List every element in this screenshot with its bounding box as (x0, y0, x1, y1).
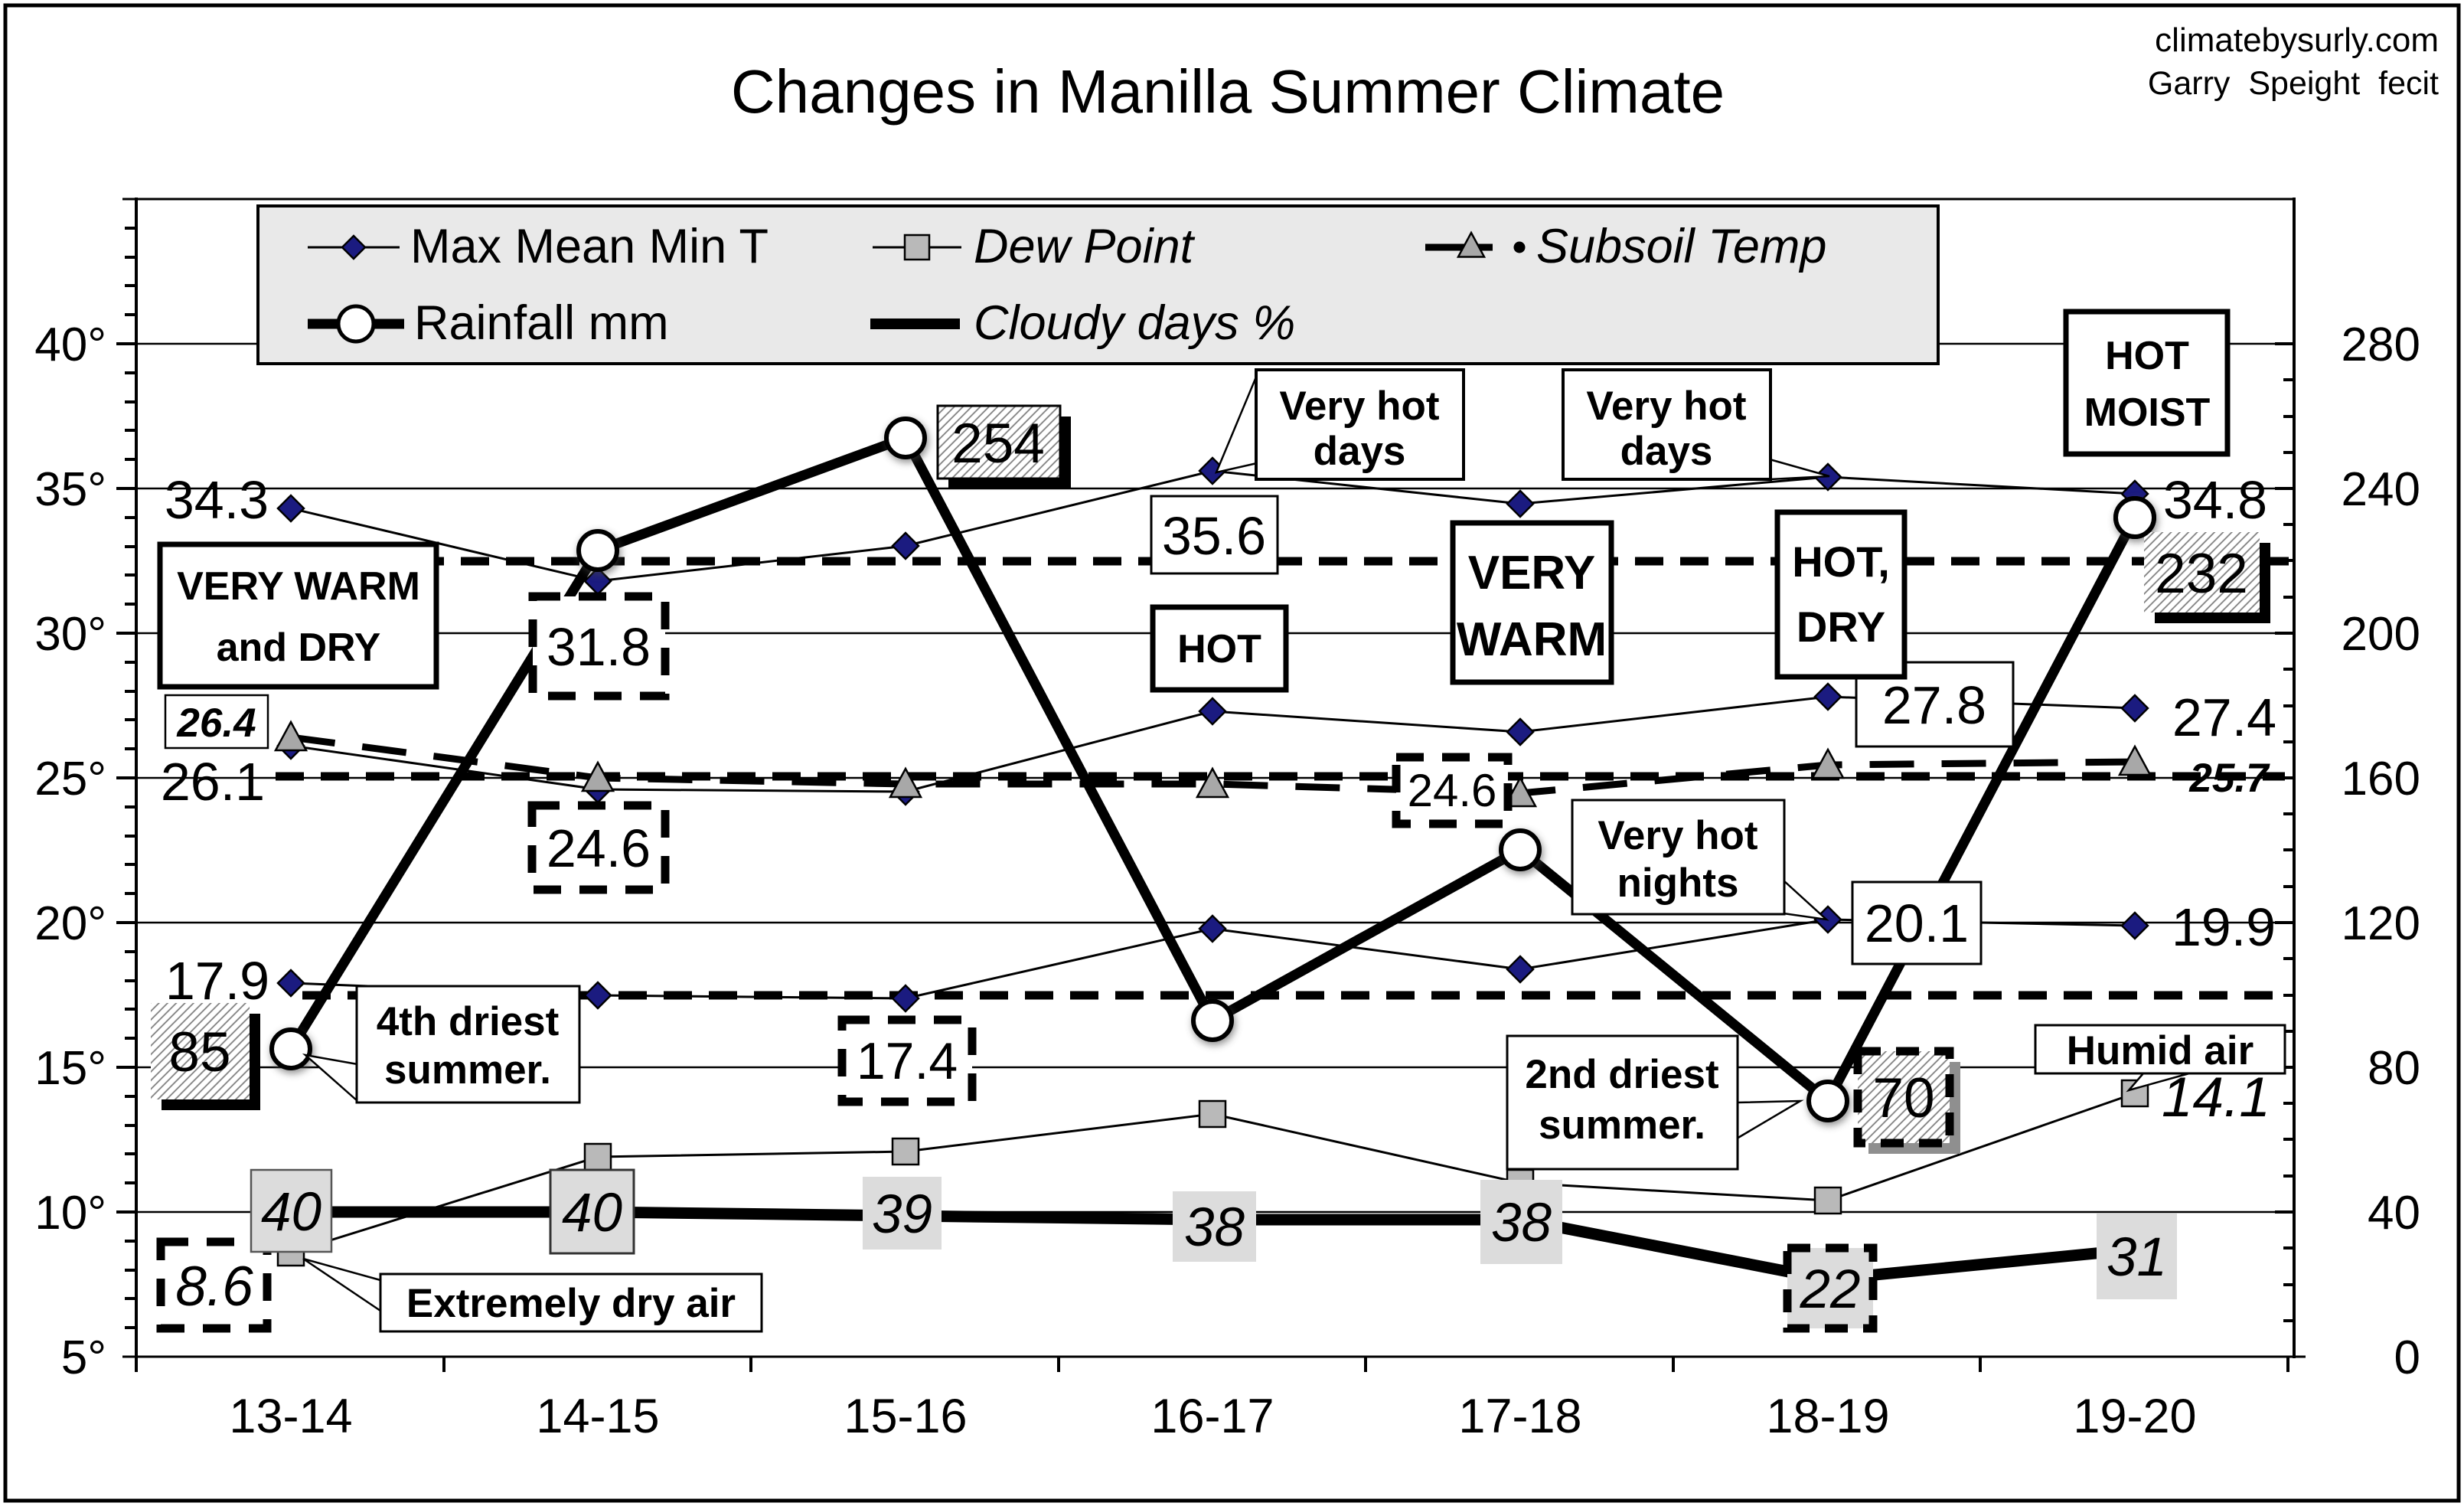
svg-text:40°: 40° (34, 319, 106, 371)
svg-text:70: 70 (1872, 1067, 1934, 1129)
svg-text:Subsoil Temp: Subsoil Temp (1536, 220, 1826, 273)
svg-text:Max Mean Min T: Max Mean Min T (410, 220, 769, 273)
svg-text:35.6: 35.6 (1162, 506, 1266, 566)
svg-text:days: days (1314, 429, 1406, 474)
svg-text:20.1: 20.1 (1865, 893, 1969, 953)
svg-text:climatebysurly.com: climatebysurly.com (2155, 21, 2439, 59)
svg-text:31.8: 31.8 (547, 617, 651, 677)
svg-text:10°: 10° (34, 1187, 106, 1240)
svg-text:120: 120 (2342, 897, 2420, 950)
svg-text:40: 40 (2368, 1187, 2420, 1240)
svg-text:Cloudy days %: Cloudy days % (974, 296, 1295, 350)
svg-text:34.8: 34.8 (2163, 470, 2267, 530)
svg-text:2nd driest: 2nd driest (1525, 1052, 1718, 1097)
svg-text:5°: 5° (61, 1331, 106, 1384)
svg-text:Extremely dry air: Extremely dry air (406, 1281, 736, 1326)
svg-text:232: 232 (2155, 543, 2248, 605)
svg-text:38: 38 (1184, 1197, 1245, 1258)
svg-text:15-16: 15-16 (844, 1390, 967, 1443)
svg-text:summer.: summer. (1539, 1103, 1705, 1148)
svg-text:24.6: 24.6 (547, 818, 651, 878)
svg-text:17-18: 17-18 (1458, 1390, 1581, 1443)
svg-text:15°: 15° (34, 1042, 106, 1095)
svg-text:summer.: summer. (384, 1047, 551, 1093)
svg-text:and DRY: and DRY (217, 626, 381, 670)
svg-text:Changes in Manilla Summer Clim: Changes in Manilla Summer Climate (731, 57, 1725, 126)
svg-text:Dew Point: Dew Point (974, 220, 1196, 273)
svg-text:Very hot: Very hot (1279, 384, 1439, 429)
svg-text:VERY WARM: VERY WARM (177, 564, 420, 609)
svg-text:4th driest: 4th driest (377, 999, 560, 1044)
svg-text:nights: nights (1617, 861, 1739, 906)
svg-text:24.6: 24.6 (1408, 765, 1497, 816)
svg-text:22: 22 (1800, 1259, 1861, 1320)
svg-text:Rainfall mm: Rainfall mm (414, 296, 669, 350)
svg-text:35°: 35° (34, 463, 106, 516)
svg-text:HOT,: HOT, (1792, 537, 1890, 586)
svg-text:days: days (1620, 429, 1713, 474)
svg-text:HOT: HOT (1177, 627, 1261, 671)
svg-text:19-20: 19-20 (2073, 1390, 2196, 1443)
svg-text:8.6: 8.6 (175, 1256, 253, 1318)
svg-text:WARM: WARM (1457, 613, 1607, 666)
svg-text:280: 280 (2342, 319, 2420, 371)
svg-text:17.9: 17.9 (165, 951, 269, 1011)
svg-text:30°: 30° (34, 608, 106, 661)
svg-text:80: 80 (2368, 1042, 2420, 1095)
svg-text:HOT: HOT (2105, 334, 2189, 378)
svg-text:26.1: 26.1 (161, 752, 265, 812)
svg-text:27.4: 27.4 (2172, 688, 2276, 747)
svg-text:34.3: 34.3 (165, 470, 269, 530)
svg-text:85: 85 (168, 1021, 230, 1083)
svg-text:25°: 25° (34, 753, 106, 805)
svg-text:Garry Speight fecit: Garry Speight fecit (2148, 65, 2439, 102)
svg-text:25.7: 25.7 (2188, 756, 2270, 801)
svg-text:0: 0 (2394, 1331, 2420, 1384)
svg-text:18-19: 18-19 (1766, 1390, 1889, 1443)
svg-text:200: 200 (2342, 608, 2420, 661)
svg-text:16-17: 16-17 (1150, 1390, 1274, 1443)
svg-text:Very hot: Very hot (1586, 384, 1746, 429)
svg-text:DRY: DRY (1797, 603, 1885, 651)
svg-text:38: 38 (1491, 1193, 1552, 1253)
svg-text:Very hot: Very hot (1598, 813, 1757, 858)
svg-text:240: 240 (2342, 463, 2420, 516)
svg-text:160: 160 (2342, 753, 2420, 805)
svg-text:27.8: 27.8 (1882, 675, 1986, 735)
svg-text:17.4: 17.4 (857, 1032, 958, 1090)
svg-text:40: 40 (562, 1183, 622, 1243)
svg-text:19.9: 19.9 (2172, 897, 2276, 957)
svg-text:31: 31 (2107, 1227, 2167, 1288)
svg-text:39: 39 (872, 1184, 932, 1245)
svg-text:26.4: 26.4 (176, 701, 256, 746)
svg-text:20°: 20° (34, 897, 106, 950)
svg-text:254: 254 (951, 413, 1045, 475)
svg-text:14-15: 14-15 (536, 1390, 659, 1443)
svg-text:13-14: 13-14 (229, 1390, 352, 1443)
svg-text:VERY: VERY (1468, 547, 1596, 599)
svg-text:MOIST: MOIST (2084, 390, 2211, 435)
svg-text:Humid air: Humid air (2067, 1028, 2253, 1073)
svg-text:40: 40 (261, 1182, 321, 1243)
